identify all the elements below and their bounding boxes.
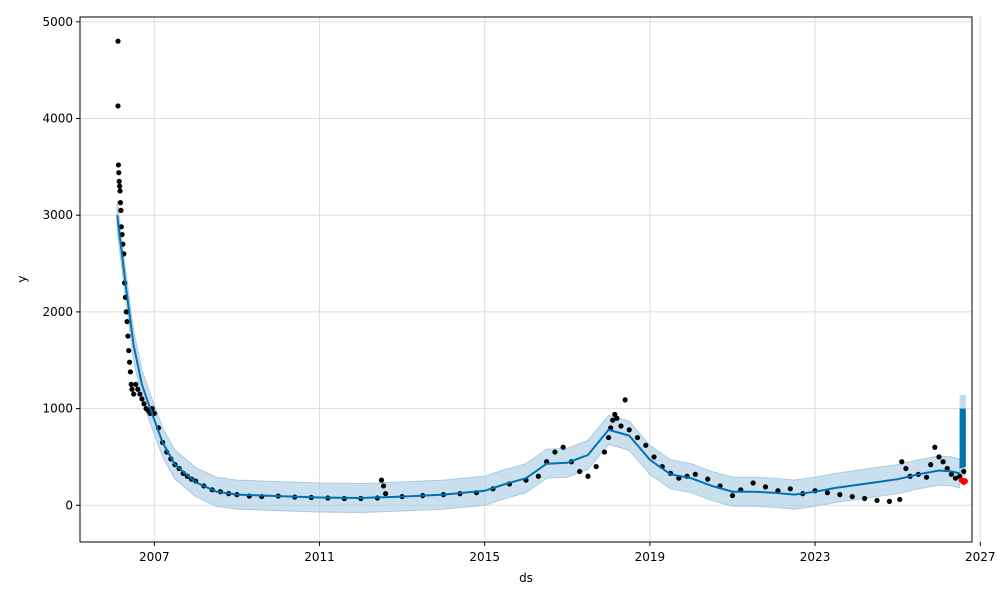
observed-point-107 bbox=[862, 495, 868, 502]
y-tick-label-4: 4000 bbox=[42, 112, 73, 126]
x-tick-label-5: 2027 bbox=[965, 550, 996, 564]
observed-point-106 bbox=[849, 493, 855, 500]
forecast-band bbox=[959, 408, 966, 469]
observed-point-87 bbox=[643, 442, 649, 448]
x-tick-label-1: 2011 bbox=[304, 550, 335, 564]
observed-point-121 bbox=[948, 471, 954, 477]
highlight-point-2 bbox=[961, 478, 968, 485]
observed-point-96 bbox=[729, 492, 736, 499]
observed-point-20 bbox=[127, 369, 133, 375]
observed-point-3 bbox=[116, 170, 122, 176]
observed-point-16 bbox=[124, 318, 130, 325]
highlight-points bbox=[958, 477, 968, 486]
observed-point-81 bbox=[612, 411, 618, 417]
observed-point-109 bbox=[886, 498, 893, 504]
observed-point-101 bbox=[787, 486, 793, 492]
observed-point-9 bbox=[118, 224, 124, 230]
observed-point-119 bbox=[940, 459, 946, 465]
observed-point-8 bbox=[118, 207, 124, 213]
observed-point-75 bbox=[585, 473, 591, 479]
observed-point-78 bbox=[605, 434, 612, 441]
observed-point-110 bbox=[897, 496, 903, 503]
observed-point-2 bbox=[115, 162, 122, 168]
observed-point-84 bbox=[622, 397, 628, 403]
observed-point-115 bbox=[923, 474, 930, 480]
observed-point-59 bbox=[380, 483, 387, 489]
observed-point-122 bbox=[952, 475, 959, 481]
x-tick-label-2: 2015 bbox=[469, 550, 500, 564]
observed-point-28 bbox=[141, 401, 147, 407]
observed-point-120 bbox=[944, 465, 950, 472]
observed-point-15 bbox=[123, 309, 129, 315]
observed-point-58 bbox=[378, 477, 385, 483]
x-axis-ticks: 2007 2011 2015 2019 2023 2027 bbox=[139, 542, 996, 564]
observed-point-74 bbox=[577, 468, 583, 475]
observed-point-19 bbox=[126, 359, 133, 365]
observed-point-76 bbox=[593, 463, 599, 470]
observed-point-60 bbox=[382, 491, 389, 497]
observed-point-71 bbox=[552, 449, 558, 455]
plot-frame bbox=[79, 16, 973, 543]
observed-point-0 bbox=[115, 38, 121, 44]
observed-point-21 bbox=[128, 381, 134, 388]
x-tick-label-4: 2023 bbox=[800, 550, 831, 564]
observed-point-104 bbox=[824, 490, 831, 496]
observed-point-105 bbox=[837, 492, 843, 498]
x-tick-label-3: 2019 bbox=[635, 550, 666, 564]
observed-point-108 bbox=[874, 497, 880, 504]
observed-point-111 bbox=[899, 459, 905, 465]
observed-point-72 bbox=[560, 444, 566, 450]
observed-point-69 bbox=[535, 473, 541, 479]
observed-point-10 bbox=[119, 231, 125, 238]
observed-point-85 bbox=[626, 427, 632, 433]
y-axis-ticks: 0 1000 2000 3000 4000 5000 bbox=[42, 15, 80, 512]
observed-point-4 bbox=[116, 178, 122, 184]
observed-point-99 bbox=[762, 484, 769, 490]
y-axis-label: y bbox=[15, 275, 29, 282]
observed-point-83 bbox=[618, 423, 624, 429]
y-tick-label-5: 5000 bbox=[42, 15, 73, 29]
observed-point-77 bbox=[601, 449, 608, 455]
observed-point-26 bbox=[137, 391, 143, 397]
observed-point-124 bbox=[961, 468, 967, 475]
observed-point-24 bbox=[133, 381, 139, 388]
observed-point-23 bbox=[131, 391, 137, 397]
observed-point-94 bbox=[705, 476, 711, 482]
observed-point-17 bbox=[125, 333, 131, 339]
y-tick-label-1: 1000 bbox=[42, 402, 73, 416]
y-tick-label-2: 2000 bbox=[42, 305, 73, 319]
y-tick-label-0: 0 bbox=[65, 498, 73, 512]
observed-point-88 bbox=[651, 454, 657, 460]
observed-point-117 bbox=[932, 444, 938, 450]
x-tick-label-0: 2007 bbox=[139, 550, 170, 564]
trend-line-group bbox=[116, 215, 960, 500]
observed-point-27 bbox=[139, 396, 145, 402]
observed-point-18 bbox=[126, 347, 132, 354]
trend-line bbox=[116, 215, 960, 500]
observed-point-86 bbox=[634, 434, 641, 441]
observed-point-118 bbox=[936, 454, 942, 460]
observed-point-5 bbox=[117, 183, 123, 189]
observed-point-98 bbox=[750, 480, 756, 486]
observed-point-116 bbox=[928, 462, 934, 468]
observed-point-112 bbox=[903, 465, 909, 472]
x-axis-label: ds bbox=[519, 571, 533, 585]
observed-point-7 bbox=[117, 200, 124, 206]
observed-point-25 bbox=[135, 386, 141, 392]
observed-point-1 bbox=[115, 103, 121, 109]
forecast-region bbox=[959, 395, 966, 477]
observed-point-93 bbox=[692, 471, 698, 477]
observed-point-82 bbox=[614, 415, 620, 421]
y-tick-label-3: 3000 bbox=[42, 208, 73, 222]
observed-point-80 bbox=[610, 417, 616, 423]
observed-point-6 bbox=[117, 188, 123, 194]
observed-point-22 bbox=[129, 386, 135, 392]
